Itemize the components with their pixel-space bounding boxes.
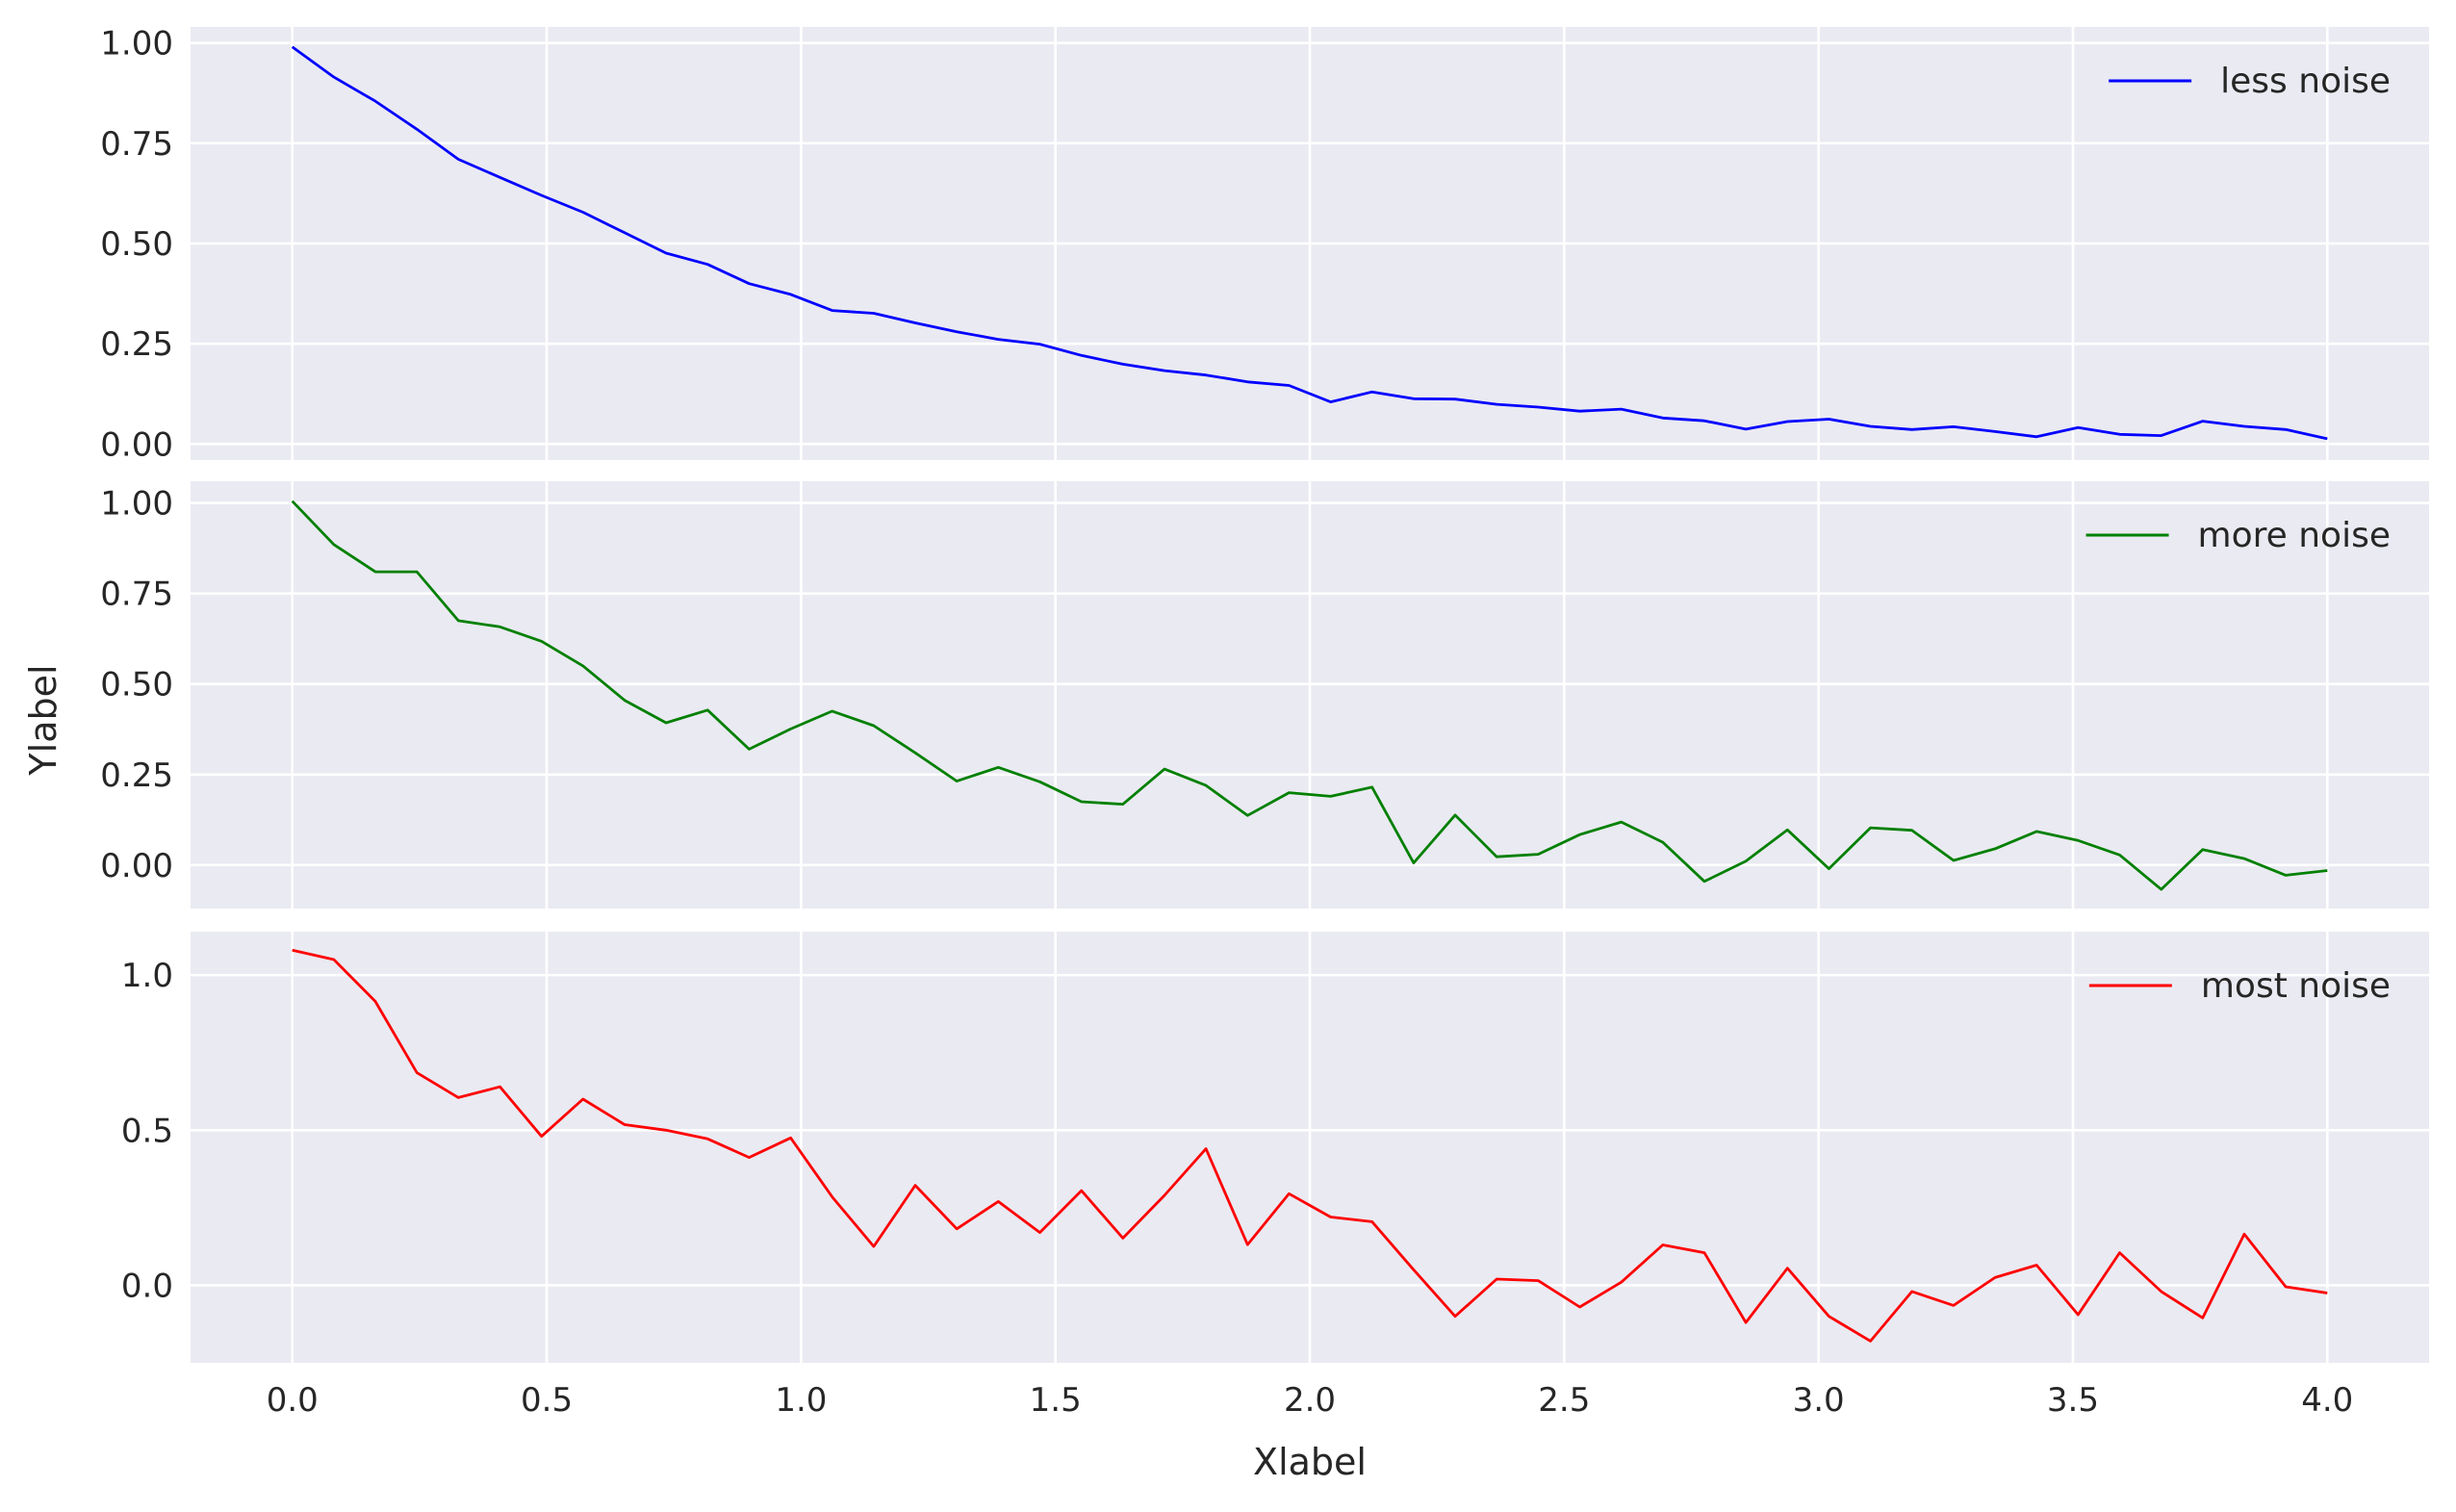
y-tick-label: 0.75 xyxy=(100,125,173,164)
y-tick-label: 1.00 xyxy=(100,485,173,524)
y-tick-label: 1.00 xyxy=(100,25,173,64)
panel-2: 0.00 0.25 0.50 0.75 1.00 more noise xyxy=(100,481,2429,909)
y-tick-label: 0.00 xyxy=(100,425,173,464)
panel-1: 0.00 0.25 0.50 0.75 1.00 less noise xyxy=(100,25,2429,464)
y-tick-label: 0.50 xyxy=(100,666,173,705)
x-axis-label: Xlabel xyxy=(1253,1441,1367,1483)
y-tick-label: 0.5 xyxy=(121,1112,173,1150)
y-tick-label: 0.25 xyxy=(100,325,173,364)
x-tick-label: 1.5 xyxy=(1030,1381,1082,1420)
y-tick-label: 0.50 xyxy=(100,225,173,264)
y-tick-label: 0.00 xyxy=(100,847,173,885)
legend-label: more noise xyxy=(2198,516,2391,555)
y-tick-label: 0.75 xyxy=(100,576,173,614)
legend-label: most noise xyxy=(2201,966,2391,1006)
panel-3: 0.0 0.5 1.0 most noise 0.0 0.5 1.0 1.5 2.0 2.5 3.0… xyxy=(121,932,2429,1420)
x-tick-label: 3.0 xyxy=(1793,1381,1845,1420)
legend-label: less noise xyxy=(2220,62,2391,101)
x-tick-label: 3.5 xyxy=(2047,1381,2099,1420)
y-axis-label: Ylabel xyxy=(22,664,64,776)
series-line-most-noise xyxy=(292,948,2328,1343)
x-tick-label: 2.5 xyxy=(1538,1381,1590,1420)
x-tick-label: 4.0 xyxy=(2301,1381,2353,1420)
series-line-less-noise xyxy=(291,45,2328,441)
x-tick-label: 1.0 xyxy=(775,1381,827,1420)
y-tick-label: 0.25 xyxy=(100,756,173,795)
series-line-more-noise xyxy=(291,500,2328,891)
y-tick-label: 1.0 xyxy=(121,957,173,995)
x-tick-label: 0.5 xyxy=(521,1381,573,1420)
y-tick-label: 0.0 xyxy=(121,1267,173,1305)
x-tick-label: 0.0 xyxy=(267,1381,319,1420)
x-tick-label: 2.0 xyxy=(1284,1381,1336,1420)
